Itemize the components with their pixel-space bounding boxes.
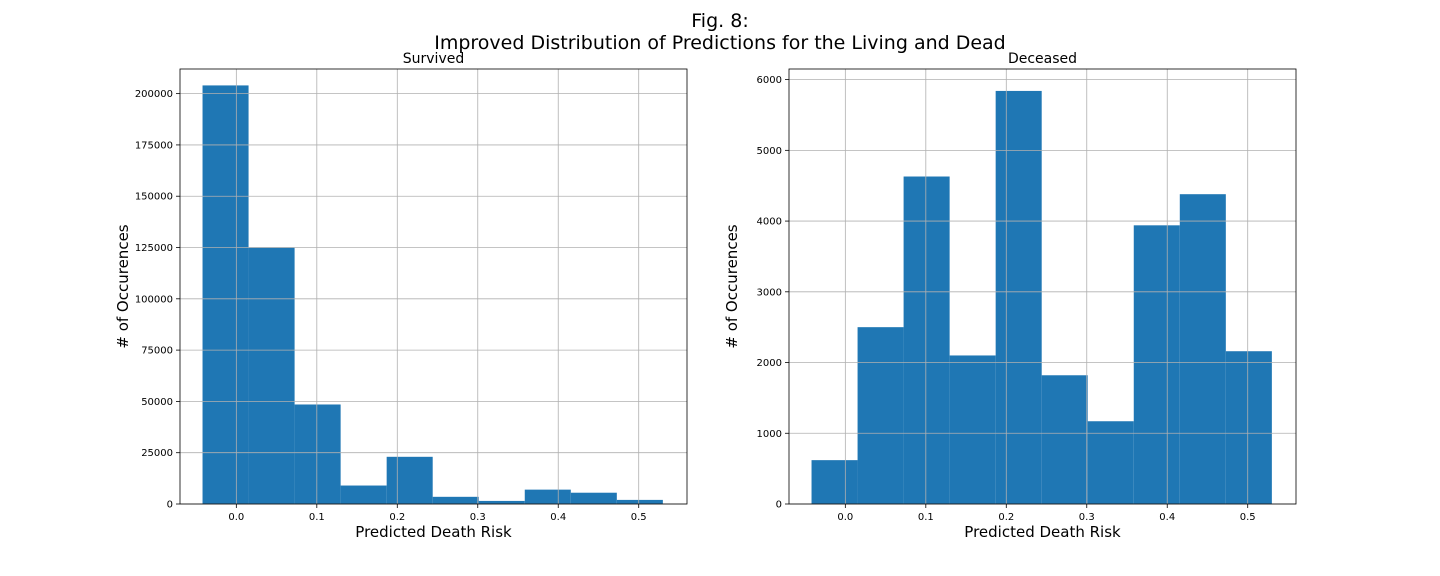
histogram-bar [340, 485, 387, 504]
y-tick-label: 25000 [141, 448, 173, 459]
histogram-bar [248, 247, 295, 504]
histogram-bar [294, 404, 341, 504]
y-tick-label: 125000 [135, 243, 173, 254]
histogram-bar [1087, 421, 1134, 504]
x-axis-label: Predicted Death Risk [964, 523, 1121, 541]
axes-frame [788, 68, 1297, 505]
y-axis-label: # of Occurences [723, 224, 741, 348]
x-tick-label: 0.5 [1240, 512, 1256, 523]
histogram-bar [478, 500, 525, 504]
axes [788, 68, 1297, 505]
histogram-bar [949, 355, 996, 504]
histogram-bar [995, 90, 1042, 505]
subplot-title: Deceased [1008, 51, 1077, 67]
x-tick-label: 0.1 [918, 512, 934, 523]
y-tick-label: 4000 [757, 217, 782, 228]
bars [202, 85, 663, 504]
y-tick-label: 0 [776, 500, 782, 511]
histogram-bar [570, 492, 617, 504]
x-tick-label: 0.4 [1159, 512, 1175, 523]
y-tick-label: 5000 [757, 146, 782, 157]
histogram-bar [903, 176, 950, 504]
x-tick-label: 0.0 [837, 512, 853, 523]
x-tick-label: 0.5 [631, 512, 647, 523]
y-tick-label: 100000 [135, 294, 173, 305]
y-tick-label: 0 [167, 500, 173, 511]
subplot-title: Survived [403, 51, 464, 67]
histogram-bar [386, 456, 433, 504]
x-axis-label: Predicted Death Risk [355, 523, 512, 541]
histogram-bar [1179, 194, 1226, 504]
y-axis-label: # of Occurences [114, 224, 132, 348]
survived-histogram: 0.0 0.1 0.2 0.3 0.4 0.5 0 25000 50000 75000 100000… [114, 51, 688, 541]
histogram-bar [1133, 225, 1180, 504]
y-tick-label: 3000 [757, 287, 782, 298]
histogram-bar [811, 460, 858, 504]
y-tick-label: 175000 [135, 140, 173, 151]
histogram-bar [524, 489, 571, 504]
histogram-bar [202, 85, 249, 504]
deceased-histogram: 0.0 0.1 0.2 0.3 0.4 0.5 0 1000 2000 3000 4000 5000 6… [723, 51, 1297, 541]
histogram-bar [432, 496, 479, 504]
x-tick-label: 0.1 [309, 512, 325, 523]
axes [179, 68, 688, 505]
y-tick-label: 75000 [141, 346, 173, 357]
histogram-bar [1041, 375, 1088, 504]
x-tick-label: 0.2 [389, 512, 405, 523]
figure-title-line-2: Improved Distribution of Predictions for… [434, 32, 1006, 54]
y-tick-label: 50000 [141, 397, 173, 408]
y-tick-label: 150000 [135, 192, 173, 203]
y-tick-label: 6000 [757, 75, 782, 86]
y-tick-label: 1000 [757, 429, 782, 440]
x-tick-label: 0.2 [998, 512, 1014, 523]
histogram-bar [1225, 351, 1272, 504]
bars [811, 90, 1272, 505]
histogram-bar [857, 327, 904, 504]
x-tick-label: 0.0 [228, 512, 244, 523]
grid-lines [789, 69, 1296, 505]
axes-frame [179, 68, 688, 505]
figure-title-line-1: Fig. 8: [691, 10, 748, 32]
y-tick-label: 200000 [135, 89, 173, 100]
y-tick-label: 2000 [757, 358, 782, 369]
x-tick-label: 0.3 [470, 512, 486, 523]
x-tick-label: 0.3 [1079, 512, 1095, 523]
x-tick-label: 0.4 [550, 512, 566, 523]
histogram-bar [616, 499, 663, 504]
